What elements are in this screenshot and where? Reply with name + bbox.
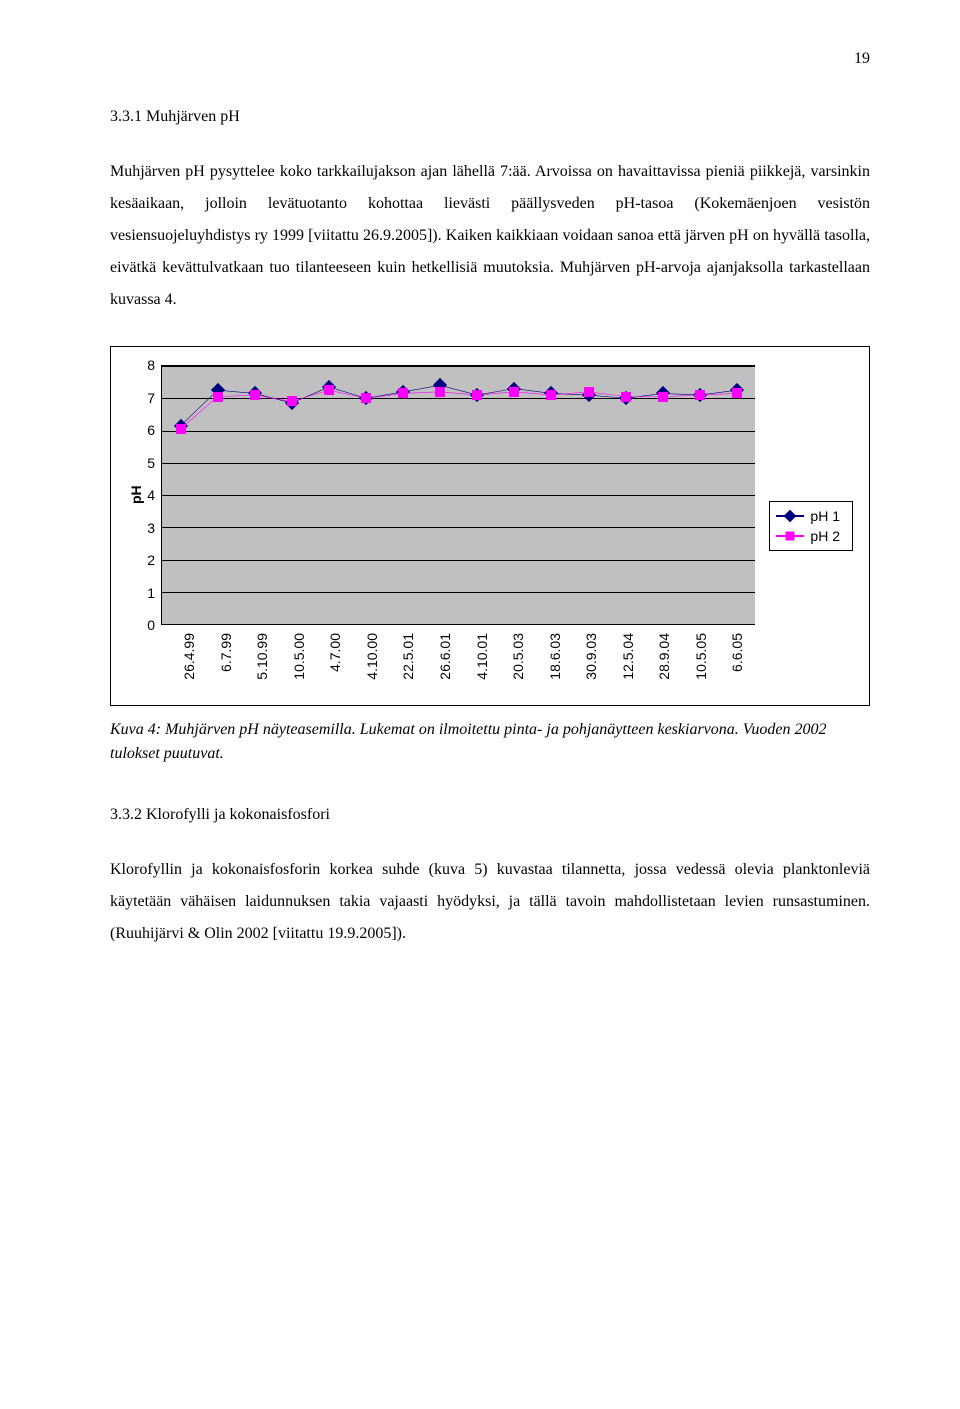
chart-y-tick-label: 8 xyxy=(147,358,155,372)
chart-plot-row: pH 876543210 xyxy=(127,365,755,625)
legend-item: pH 2 xyxy=(776,526,840,546)
chart-x-tick-label: 5.10.99 xyxy=(254,633,270,680)
ph-chart: pH 876543210 26.4.996.7.995.10.9910.5.00… xyxy=(110,346,870,706)
chart-x-tick-label: 26.6.01 xyxy=(437,633,453,680)
chart-x-tick-label: 18.6.03 xyxy=(547,633,563,680)
chart-y-tick-label: 5 xyxy=(147,456,155,470)
chart-x-tick-label: 20.5.03 xyxy=(510,633,526,680)
chart-y-tick-label: 6 xyxy=(147,423,155,437)
section-heading-331: 3.3.1 Muhjärven pH xyxy=(110,108,870,126)
chart-x-tick-label: 6.6.05 xyxy=(729,633,745,672)
chart-y-tick-label: 1 xyxy=(147,586,155,600)
page-number: 19 xyxy=(110,50,870,68)
chart-x-tick-label: 30.9.03 xyxy=(583,633,599,680)
chart-y-tick-label: 4 xyxy=(147,488,155,502)
chart-x-tick-label: 4.10.00 xyxy=(364,633,380,680)
chart-x-tick-label: 10.5.05 xyxy=(693,633,709,680)
paragraph-332: Klorofyllin ja kokonaisfosforin korkea s… xyxy=(110,854,870,950)
chart-caption: Kuva 4: Muhjärven pH näyteasemilla. Luke… xyxy=(110,718,870,766)
chart-x-tick-label: 12.5.04 xyxy=(620,633,636,680)
legend-label: pH 2 xyxy=(810,528,840,544)
chart-x-tick-label: 10.5.00 xyxy=(291,633,307,680)
chart-y-tick-label: 0 xyxy=(147,618,155,632)
section-heading-332: 3.3.2 Klorofylli ja kokonaisfosfori xyxy=(110,806,870,824)
paragraph-331: Muhjärven pH pysyttelee koko tarkkailuja… xyxy=(110,156,870,316)
chart-x-tick-label: 28.9.04 xyxy=(656,633,672,680)
chart-x-tick-label: 4.10.01 xyxy=(474,633,490,680)
legend-item: pH 1 xyxy=(776,506,840,526)
chart-y-tick-label: 7 xyxy=(147,391,155,405)
chart-legend: pH 1 pH 2 xyxy=(769,501,853,551)
chart-x-tick-label: 6.7.99 xyxy=(218,633,234,672)
chart-plot-wrap: pH 876543210 26.4.996.7.995.10.9910.5.00… xyxy=(127,365,755,687)
chart-plot-area xyxy=(161,365,755,625)
chart-y-tick-label: 2 xyxy=(147,553,155,567)
chart-series-markers xyxy=(162,366,755,624)
chart-y-ticks: 876543210 xyxy=(141,365,161,625)
legend-label: pH 1 xyxy=(810,508,840,524)
chart-x-tick-label: 4.7.00 xyxy=(327,633,343,672)
chart-y-tick-label: 3 xyxy=(147,521,155,535)
chart-x-ticks: 26.4.99 6.7.99 5.10.99 10.5.00 4.7.00 4.10.00… xyxy=(127,625,755,687)
chart-x-tick-label: 26.4.99 xyxy=(181,633,197,680)
chart-x-tick-label: 22.5.01 xyxy=(400,633,416,680)
